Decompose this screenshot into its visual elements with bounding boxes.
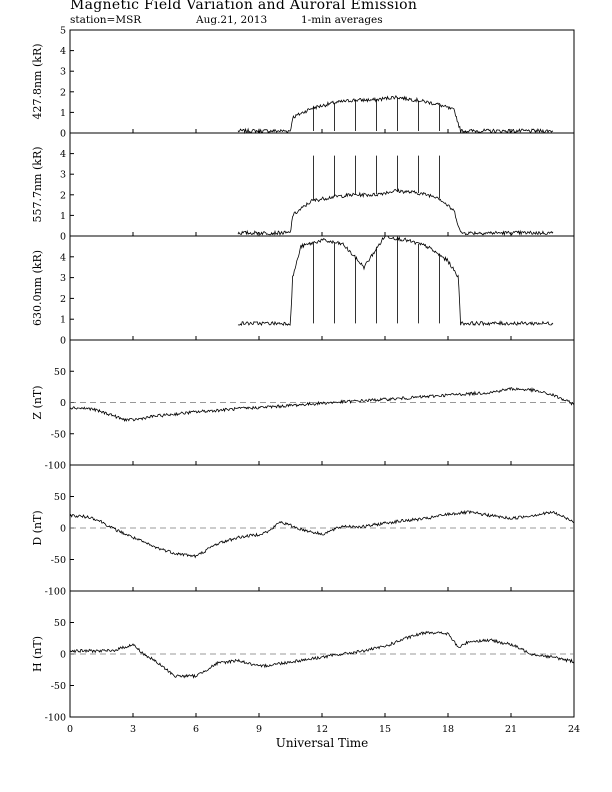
y-tick-label: 50 [54,367,66,378]
x-tick-label: 18 [442,724,454,735]
panel-frame [69,132,575,237]
y-tick-label: 50 [54,492,66,503]
series-line [237,94,554,135]
y-tick-label: 1 [60,211,66,222]
y-tick-label: 5 [60,26,66,37]
y-tick-label: 4 [60,149,66,160]
y-tick-label: 0 [60,232,66,243]
y-axis-label: 427.8nm (kR) [31,43,44,119]
y-tick-label: -100 [45,461,66,472]
y-tick-label: -100 [45,713,66,724]
panel-2: 0 1 2 3 4 557.7nm (kR) [31,132,575,243]
averaging-label: 1-min averages [301,14,383,26]
x-tick-label: 9 [256,724,262,735]
x-tick-label: 15 [379,724,391,735]
series-line [69,630,575,679]
y-axis-label: 557.7nm (kR) [31,146,44,222]
chart-title: Magnetic Field Variation and Auroral Emi… [70,0,418,13]
panel-frame [69,235,575,341]
series-line [237,188,554,237]
y-tick-label: 0 [60,336,66,347]
series-line [237,235,554,327]
y-tick-label: -50 [51,681,66,692]
y-tick-label: 3 [60,67,66,78]
series-line [69,387,575,423]
y-tick-label: 3 [60,273,66,284]
y-axis-label: Z (nT) [31,385,44,419]
y-tick-label: 3 [60,170,66,181]
y-tick-label: 0 [60,524,66,535]
y-tick-label: -50 [51,429,66,440]
y-axis-label: D (nT) [31,510,44,545]
panel-5: -100 -50 0 50 D (nT) [31,464,575,598]
y-axis-label: H (nT) [31,636,44,672]
y-tick-label: 4 [60,46,66,57]
panel-3: 0 1 2 3 4 630.0nm (kR) [31,235,575,347]
y-tick-label: 0 [60,650,66,661]
series-line [69,509,575,559]
x-tick-label: 21 [505,724,517,735]
y-tick-label: 4 [60,252,66,263]
date-label: Aug.21, 2013 [196,14,268,26]
x-tick-label: 12 [316,724,328,735]
panel-6: -100 -50 0 50 H (nT) [31,590,575,724]
y-axis-label: 630.0nm (kR) [31,250,44,326]
y-tick-label: 1 [60,315,66,326]
y-tick-label: 2 [60,87,66,98]
panel-1: 0 1 2 3 4 5 427.8nm (kR) [31,26,575,140]
x-tick-label: 3 [130,724,136,735]
station-label: station=MSR [70,14,142,26]
panel-4: -100 -50 0 50 Z (nT) [31,339,575,472]
y-tick-label: 50 [54,618,66,629]
y-tick-label: 1 [60,108,66,119]
y-tick-label: 2 [60,294,66,305]
y-tick-label: 0 [60,398,66,409]
y-tick-label: 2 [60,190,66,201]
x-tick-label: 6 [193,724,199,735]
x-axis-label: Universal Time [276,736,369,750]
y-tick-label: -100 [45,587,66,598]
y-tick-label: 0 [60,129,66,140]
panel-frame [69,29,575,134]
y-tick-label: -50 [51,555,66,566]
x-tick-label: 0 [67,724,73,735]
x-tick-label: 24 [568,724,580,735]
